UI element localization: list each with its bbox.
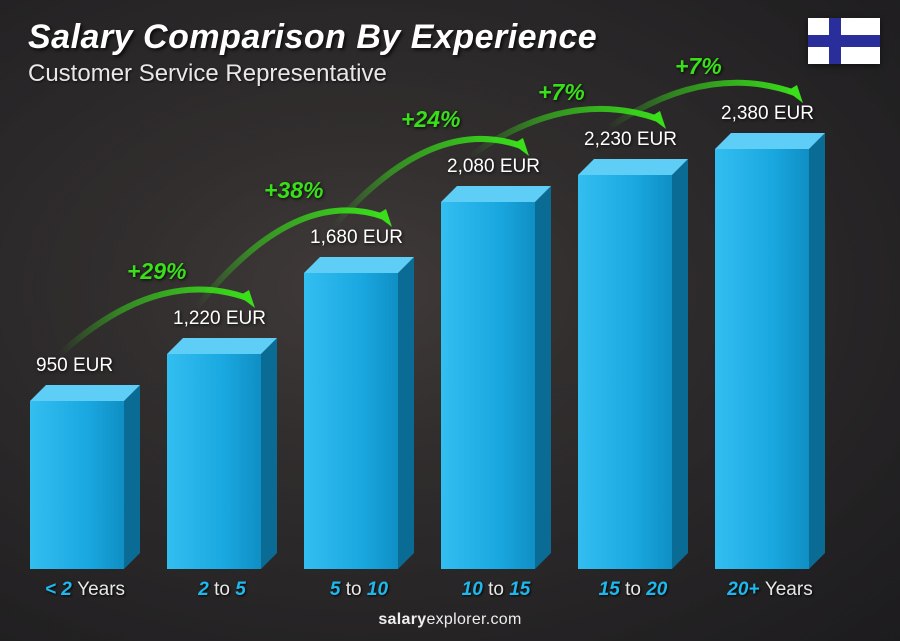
bar-side — [124, 385, 140, 569]
bar-slot: 1,680 EUR5 to 10 — [304, 149, 414, 569]
bar-side — [261, 338, 277, 569]
bar-top — [167, 338, 277, 354]
increase-label: +7% — [675, 53, 722, 80]
bar-value-label: 1,220 EUR — [173, 308, 323, 330]
bar-front — [715, 149, 809, 569]
bar-top — [30, 385, 140, 401]
bar-front — [441, 202, 535, 569]
footer-credit: salaryexplorer.com — [0, 611, 900, 629]
bar-slot: 2,080 EUR10 to 15 — [441, 149, 551, 569]
bar-top — [304, 257, 414, 273]
finland-flag-icon — [808, 18, 880, 64]
bar-side — [809, 133, 825, 569]
bar-value-label: 950 EUR — [36, 355, 186, 377]
bar-category-label: 20+ Years — [710, 579, 830, 601]
bar-category-label: 2 to 5 — [162, 579, 282, 601]
bar-slot: 2,230 EUR15 to 20 — [578, 149, 688, 569]
infographic-stage: Salary Comparison By Experience Customer… — [0, 0, 900, 641]
bar-front — [167, 354, 261, 569]
bar-slot: 1,220 EUR2 to 5 — [167, 149, 277, 569]
bar-slot: 950 EUR< 2 Years — [30, 149, 140, 569]
chart-subtitle: Customer Service Representative — [28, 60, 387, 88]
bar-slot: 2,380 EUR20+ Years — [715, 149, 825, 569]
bar-top — [441, 186, 551, 202]
chart-title: Salary Comparison By Experience — [28, 18, 597, 57]
increase-label: +7% — [538, 79, 585, 106]
bar-value-label: 2,380 EUR — [721, 103, 871, 125]
bar-top — [715, 133, 825, 149]
bar-category-label: 10 to 15 — [436, 579, 556, 601]
bar-value-label: 2,230 EUR — [584, 129, 734, 151]
bar-side — [535, 186, 551, 569]
bar-value-label: 1,680 EUR — [310, 227, 460, 249]
footer-site-bold: salary — [378, 611, 426, 628]
bar-top — [578, 159, 688, 175]
bar-chart: 950 EUR< 2 Years1,220 EUR2 to 51,680 EUR… — [30, 100, 856, 569]
footer-site-rest: explorer.com — [426, 611, 521, 628]
increase-label: +24% — [401, 106, 460, 133]
bar-category-label: 5 to 10 — [299, 579, 419, 601]
bar-front — [304, 273, 398, 569]
bar-category-label: 15 to 20 — [573, 579, 693, 601]
bar-side — [672, 159, 688, 569]
bar-front — [578, 175, 672, 569]
bar-category-label: < 2 Years — [25, 579, 145, 601]
bar-side — [398, 257, 414, 569]
bar-value-label: 2,080 EUR — [447, 156, 597, 178]
bar-front — [30, 401, 124, 569]
